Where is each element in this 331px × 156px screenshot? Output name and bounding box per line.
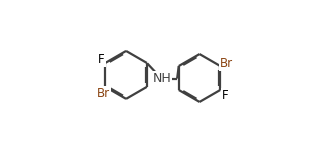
Text: Br: Br — [97, 87, 110, 100]
Text: F: F — [221, 89, 228, 102]
Text: F: F — [98, 53, 105, 66]
Text: NH: NH — [152, 72, 171, 85]
Text: Br: Br — [220, 57, 233, 70]
